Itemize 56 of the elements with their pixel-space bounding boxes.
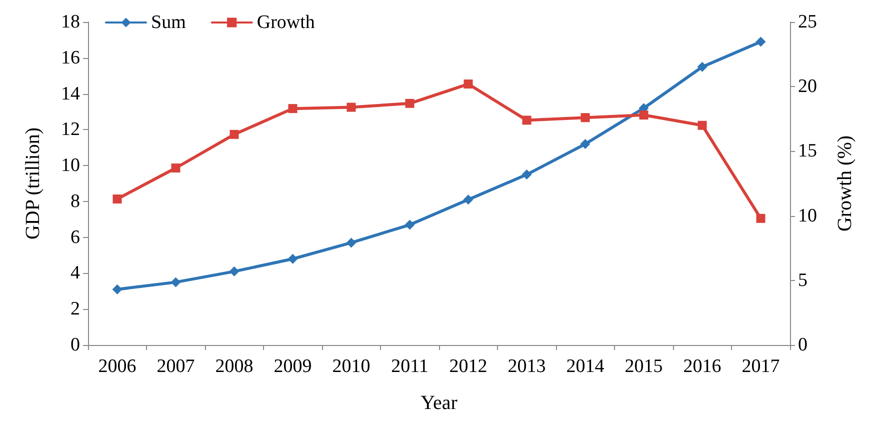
x-tick-label: 2006 <box>98 356 136 377</box>
y-tick-label: 6 <box>70 226 80 248</box>
x-tick-label: 2012 <box>449 356 488 377</box>
y-tick-label: 18 <box>61 12 80 32</box>
y-tick-label: 12 <box>61 119 80 140</box>
x-tick-label: 2013 <box>508 356 546 377</box>
x-tick-label: 2014 <box>566 356 605 377</box>
point <box>464 80 473 89</box>
point <box>522 170 532 180</box>
y2-axis-title: Growth (%) <box>834 135 856 232</box>
point <box>756 214 766 223</box>
legend-label: Growth <box>256 12 316 33</box>
point <box>580 113 590 122</box>
point <box>346 102 356 112</box>
x-axis-title: Year <box>420 392 458 414</box>
y-axis-title: GDP (trillion) <box>22 127 44 240</box>
legend-label: Sum <box>151 12 186 33</box>
x-tick-label: 2017 <box>742 356 780 377</box>
point <box>697 62 708 72</box>
point <box>230 130 239 139</box>
y-tick-label: 10 <box>61 155 80 176</box>
point <box>639 110 648 120</box>
point <box>698 120 707 130</box>
y2-tick-label: 10 <box>798 205 817 226</box>
y2-tick-label: 0 <box>798 334 808 356</box>
point <box>288 104 298 114</box>
x-tick-label: 2007 <box>156 356 195 377</box>
point <box>404 220 415 230</box>
point <box>170 277 181 288</box>
point <box>112 284 122 294</box>
y2-tick-label: 15 <box>798 140 817 162</box>
x-tick-label: 2015 <box>624 356 663 377</box>
point <box>171 163 180 172</box>
point <box>522 116 532 125</box>
x-tick-label: 2008 <box>215 356 254 377</box>
y-tick-label: 14 <box>61 83 80 104</box>
y2-tick-label: 20 <box>798 76 817 98</box>
y-tick-label: 8 <box>70 190 80 212</box>
point <box>229 266 240 276</box>
x-tick-label: 2010 <box>332 356 370 377</box>
x-tick-label: 2011 <box>391 356 428 377</box>
point <box>580 139 590 150</box>
point <box>346 238 356 248</box>
point <box>288 254 298 264</box>
y-tick-label: 4 <box>70 262 80 284</box>
y2-tick-label: 5 <box>798 270 808 291</box>
point <box>463 194 474 205</box>
y-tick-label: 2 <box>70 298 80 320</box>
y-tick-label: 16 <box>61 47 80 68</box>
point <box>405 98 414 108</box>
point <box>756 36 766 47</box>
y2-tick-label: 25 <box>798 12 817 32</box>
point <box>112 194 122 204</box>
y-tick-label: 0 <box>70 334 80 356</box>
x-tick-label: 2009 <box>274 356 312 377</box>
x-tick-label: 2016 <box>683 356 722 377</box>
